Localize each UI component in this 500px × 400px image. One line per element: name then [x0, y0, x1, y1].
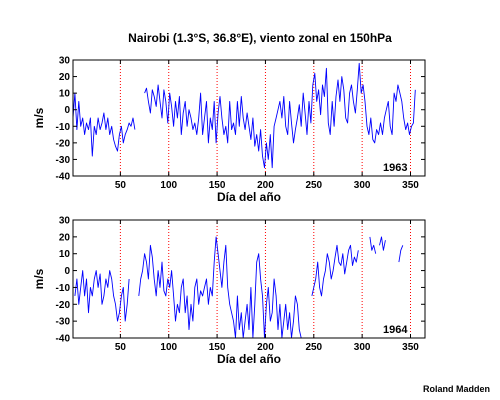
y-tick-label: 0: [64, 266, 70, 277]
y-tick-label: 0: [64, 105, 70, 116]
x-tick-label: 300: [354, 342, 371, 353]
y-tick-label: -20: [56, 300, 71, 311]
series-segment: [74, 270, 130, 322]
series-segment: [72, 92, 136, 157]
panel-1964: 50 100 150 200 250 300 350 3020100-10-20-30-40…: [32, 216, 426, 366]
y-axis-ticks: 30 20 10 0 -10 -20 -30 -40: [56, 56, 425, 183]
x-tick-label: 200: [257, 180, 274, 191]
author-credit: Roland Madden: [423, 384, 490, 394]
x-tick-label: 50: [115, 342, 127, 353]
plot-frame: [72, 59, 426, 177]
panel-1963: 50 100 150 200 250 300 350 3020100-10-20-30-40…: [32, 56, 426, 204]
y-tick-label: -10: [56, 283, 71, 294]
y-tick-label: -30: [56, 317, 71, 328]
y-tick-label: 20: [59, 72, 71, 83]
year-label: 1963: [383, 162, 407, 174]
x-axis-label: Día del año: [217, 352, 281, 366]
y-tick-label: -40: [56, 172, 71, 183]
series-segment: [398, 245, 404, 263]
x-tick-label: 250: [305, 342, 322, 353]
y-tick-label: -40: [56, 334, 71, 345]
x-tick-label: 200: [257, 342, 274, 353]
y-tick-label: 30: [59, 56, 71, 67]
chart-title: Nairobi (1.3°S, 36.8°E), viento zonal en…: [128, 31, 392, 45]
y-tick-label: 10: [59, 249, 71, 260]
x-tick-label: 350: [402, 180, 419, 191]
y-tick-label: -30: [56, 155, 71, 166]
year-label: 1964: [383, 324, 408, 336]
x-tick-label: 100: [160, 180, 177, 191]
y-tick-label: -10: [56, 122, 71, 133]
x-tick-label: 300: [354, 180, 371, 191]
y-tick-label: 10: [59, 89, 71, 100]
y-tick-label: 20: [59, 232, 71, 243]
x-tick-label: 100: [160, 342, 177, 353]
x-axis-ticks: 50 100 150 200 250 300 350: [115, 60, 419, 191]
series-segment: [144, 62, 416, 169]
x-tick-label: 150: [209, 180, 226, 191]
x-tick-label: 50: [115, 180, 127, 191]
series-wind-1963: [72, 62, 416, 169]
series-segment: [379, 236, 386, 251]
plot-frame: [72, 219, 426, 339]
y-tick-label: -20: [56, 138, 71, 149]
y-axis-label: m/s: [32, 268, 46, 289]
series-segment: [138, 236, 302, 339]
y-axis-ticks: 30 20 10 0 -10 -20 -30 -40: [56, 216, 425, 345]
series-wind-1964: [74, 236, 404, 339]
series-segment: [369, 236, 377, 254]
x-tick-label: 250: [305, 180, 322, 191]
y-axis-label: m/s: [32, 107, 46, 128]
x-tick-label: 350: [402, 342, 419, 353]
x-axis-ticks: 50 100 150 200 250 300 350: [115, 220, 419, 353]
series-segment: [311, 244, 359, 297]
x-tick-label: 150: [209, 342, 226, 353]
x-axis-label: Día del año: [217, 190, 281, 204]
y-tick-label: 30: [59, 216, 71, 227]
